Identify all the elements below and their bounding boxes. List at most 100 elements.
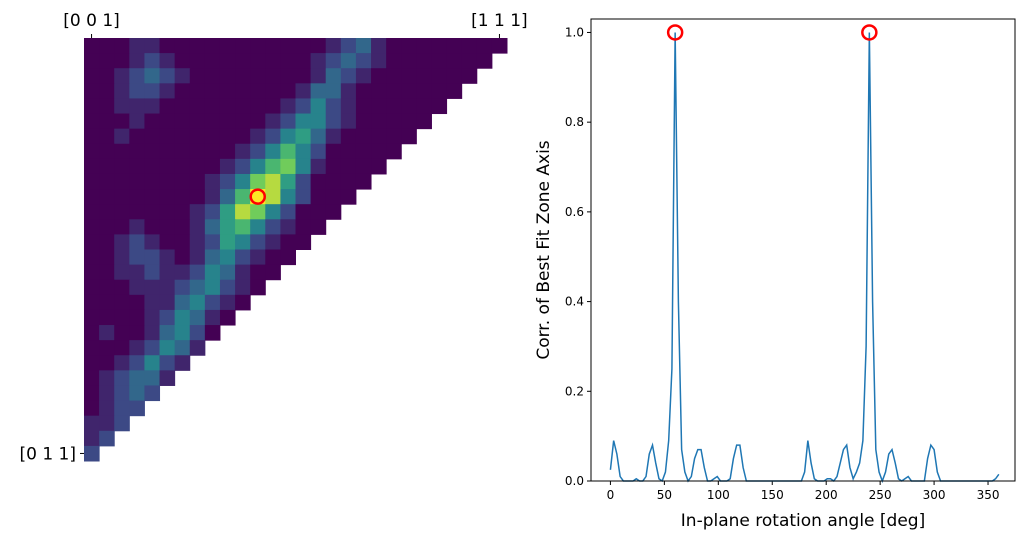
heatmap-cell — [219, 204, 236, 220]
heatmap-cell — [235, 279, 251, 296]
heatmap-cell — [310, 68, 327, 84]
heatmap-cell — [84, 340, 100, 356]
heatmap-cell — [310, 98, 327, 115]
heatmap-cell — [461, 38, 478, 54]
heatmap-cell — [219, 234, 236, 250]
heatmap-cell — [386, 113, 402, 130]
heatmap-cell — [204, 294, 221, 311]
heatmap-cell — [84, 294, 100, 311]
heatmap-cell — [280, 38, 296, 54]
heatmap-cell — [355, 143, 372, 160]
heatmap-cell — [416, 83, 432, 99]
heatmap-cell — [280, 128, 296, 145]
heatmap-cell — [340, 38, 357, 54]
heatmap-cell — [144, 158, 161, 175]
heatmap-cell — [174, 53, 191, 69]
heatmap-cell — [340, 128, 357, 145]
heatmap-cell — [265, 189, 281, 205]
best-fit-marker — [249, 188, 266, 205]
x-tick-label: 100 — [707, 488, 730, 502]
heatmap-cell — [235, 219, 251, 235]
heatmap-cell — [325, 38, 342, 54]
x-tick-label: 0 — [607, 488, 615, 502]
heatmap-cell — [144, 279, 161, 296]
heatmap-cell — [144, 113, 161, 130]
heatmap-cell — [189, 68, 206, 84]
heatmap-cell — [99, 189, 115, 205]
heatmap-cell — [114, 264, 130, 281]
heatmap-cell — [144, 189, 161, 205]
y-tick-label: [0 1 1] — [19, 444, 76, 464]
heatmap-cell — [280, 173, 296, 190]
heatmap-cell — [235, 83, 251, 99]
heatmap-cell — [99, 309, 115, 326]
heatmap-cell — [416, 98, 432, 115]
heatmap-cell — [204, 143, 221, 160]
heatmap-cell — [235, 143, 251, 160]
heatmap-cell — [159, 98, 176, 115]
heatmap-cell — [280, 219, 296, 235]
x-axis-label: In-plane rotation angle [deg] — [681, 511, 925, 531]
heatmap-cell — [129, 204, 145, 220]
heatmap-cell — [159, 325, 176, 341]
heatmap-cell — [114, 113, 130, 130]
x-tick-label: 300 — [923, 488, 946, 502]
heatmap-cell — [401, 128, 417, 145]
heatmap-cell — [159, 309, 176, 326]
heatmap-cell — [325, 158, 342, 175]
heatmap-cell — [265, 38, 281, 54]
heatmap-cell — [204, 204, 221, 220]
heatmap-cell — [235, 189, 251, 205]
heatmap-cell — [310, 219, 327, 235]
heatmap-cell — [476, 53, 493, 69]
heatmap-cell — [114, 204, 130, 220]
heatmap-cell — [84, 234, 100, 250]
heatmap-cell — [144, 98, 161, 115]
heatmap-cell — [99, 98, 115, 115]
heatmap-cell — [401, 68, 417, 84]
heatmap-cell — [84, 128, 100, 145]
heatmap-cell — [355, 113, 372, 130]
heatmap-cell — [84, 370, 100, 386]
heatmap-cell — [84, 53, 100, 69]
heatmap-cell — [250, 98, 266, 115]
heatmap-cell — [235, 98, 251, 115]
heatmap-cell — [219, 309, 236, 326]
heatmap-cell — [129, 264, 145, 281]
heatmap-cell — [129, 385, 145, 402]
heatmap-cell — [219, 83, 236, 99]
heatmap-cell — [144, 68, 161, 84]
heatmap-cell — [114, 38, 130, 54]
heatmap-cell — [219, 38, 236, 54]
heatmap-cell — [219, 279, 236, 296]
heatmap-cell — [265, 143, 281, 160]
heatmap-cell — [114, 234, 130, 250]
heatmap-cell — [431, 38, 448, 54]
heatmap-cell — [340, 113, 357, 130]
heatmap-cell — [144, 204, 161, 220]
heatmap-cell — [144, 83, 161, 99]
heatmap-cell — [310, 38, 327, 54]
heatmap-cell — [189, 279, 206, 296]
heatmap-cell — [159, 219, 176, 235]
heatmap-cell — [189, 249, 206, 266]
heatmap-cell — [144, 173, 161, 190]
heatmap-cell — [189, 219, 206, 235]
heatmap-cell — [114, 219, 130, 235]
heatmap-cell — [340, 173, 357, 190]
heatmap-cell — [84, 98, 100, 115]
heatmap-cell — [219, 98, 236, 115]
heatmap-cell — [250, 143, 266, 160]
heatmap-cell — [129, 340, 145, 356]
heatmap-cell — [235, 249, 251, 266]
heatmap-cell — [84, 400, 100, 417]
heatmap-cell — [219, 53, 236, 69]
heatmap-cell — [416, 53, 432, 69]
heatmap-cell — [129, 219, 145, 235]
heatmap-cell — [174, 264, 191, 281]
heatmap-cell — [189, 204, 206, 220]
heatmap-cell — [265, 204, 281, 220]
heatmap-cell — [144, 219, 161, 235]
heatmap-cell — [204, 68, 221, 84]
heatmap-cell — [129, 98, 145, 115]
